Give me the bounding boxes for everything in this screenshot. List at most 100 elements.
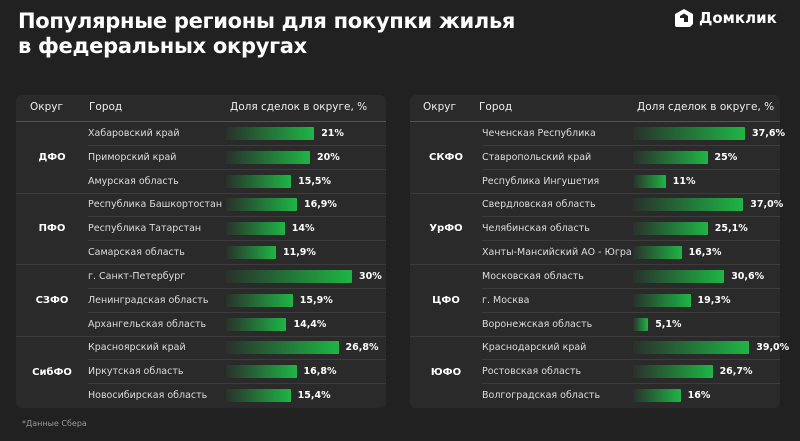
share-bar [633,317,649,331]
table-left: Округ Город Доля сделок в округе, % ДФО Хаба… [16,95,386,408]
share-value: 19,3% [697,294,731,306]
share-value: 14,4% [293,318,327,330]
city-name: г. Санкт-Петербург [88,270,186,282]
table-row: Новосибирская область 15,4% [88,384,386,408]
share-bar [633,341,750,355]
title-line-1: Популярные регионы для покупки жилья [18,9,516,33]
column-header: Доля сделок в округе, % [230,101,368,113]
share-bar [226,341,339,355]
city-name: Ростовская область [482,366,582,378]
table-row: Хабаровский край 21% [88,122,386,146]
column-header: Округ [30,101,64,113]
footnote: *Данные Сбера [22,419,87,428]
share-bar [226,222,285,236]
okrug-label: ПФО [38,223,66,235]
share-value: 11,9% [282,247,316,259]
okrug-label: ЦФО [432,294,460,306]
table-row: Волгоградская область 16% [482,384,780,408]
okrug-label: ДФО [38,151,66,163]
share-value: 30,6% [731,270,765,282]
page-title: Популярные регионы для покупки жилья в ф… [18,9,515,59]
table-row: Свердловская область 37,0% [482,194,783,218]
city-name: Воронежская область [482,318,593,330]
share-bar [633,389,681,403]
city-name: Республика Ингушетия [482,175,600,187]
share-value: 20% [317,151,340,163]
city-name: г. Москва [482,294,530,306]
share-bar [633,222,708,236]
house-logo-icon [675,9,693,27]
okrug-group: СКФО Чеченская Республика 37,6% Ставропольс… [410,122,785,194]
table-row: Иркутская область 16,8% [88,360,386,385]
table-row: Архангельская область 14,4% [88,313,386,337]
share-bar [633,269,725,283]
share-value: 25% [714,151,738,163]
share-bar [226,246,276,260]
title-line-2: в федеральных округах [18,34,307,58]
table-header: Округ Город Доля сделок в округе, % [16,95,386,122]
share-value: 30% [359,270,382,282]
table-row: Московская область 30,6% [482,265,780,289]
share-value: 15,5% [298,175,332,187]
city-name: Московская область [482,270,584,282]
share-value: 11% [672,175,696,187]
okrug-label: СЗФО [35,294,69,306]
share-value: 16,3% [688,247,722,259]
column-header: Доля сделок в округе, % [637,101,775,113]
table-row: Приморский край 20% [88,146,386,170]
share-value: 16% [687,390,711,402]
city-name: Ставропольский край [482,151,592,163]
share-bar [226,317,287,331]
table-row: г. Москва 19,3% [482,289,780,313]
table-header: Округ Город Доля сделок в округе, % [410,95,780,122]
city-name: Ханты-Мансийский АО - Югра [482,247,632,259]
share-bar [226,126,315,140]
okrug-group: ЦФО Московская область 30,6% г. Москва 19,3%… [410,265,780,337]
okrug-label: СКФО [429,151,463,163]
table-row: Республика Ингушетия 11% [482,170,780,194]
city-name: Приморский край [88,151,177,163]
okrug-group: ЮФО Краснодарский край 39,0% Ростовская обл… [410,337,789,409]
table-row: Челябинская область 25,1% [482,217,780,242]
city-name: Челябинская область [482,223,590,235]
share-bar [226,150,310,164]
table-row: Республика Башкортостан 16,9% [88,194,386,218]
table-row: Ханты-Мансийский АО - Югра 16,3% [482,241,780,265]
share-value: 26,7% [719,366,753,378]
city-name: Красноярский край [88,342,186,354]
share-bar [226,389,291,403]
share-value: 16,9% [303,199,337,211]
share-value: 39,0% [756,342,790,354]
table-row: Воронежская область 5,1% [482,313,780,337]
table-row: Ростовская область 26,7% [482,360,780,385]
city-name: Свердловская область [482,199,596,211]
share-bar [633,365,713,379]
city-name: Амурская область [88,175,179,187]
city-name: Самарская область [88,247,185,259]
share-bar [633,126,746,140]
city-name: Республика Татарстан [88,223,202,235]
share-bar [226,174,292,188]
share-bar [226,365,297,379]
share-bar [226,198,297,212]
share-value: 26,8% [345,342,379,354]
okrug-group: ДФО Хабаровский край 21% Приморский край 20%… [16,122,386,194]
city-name: Республика Башкортостан [88,199,223,211]
table-row: Чеченская Республика 37,6% [482,122,785,146]
share-value: 16,8% [303,366,337,378]
okrug-group: СибФО Красноярский край 26,8% Иркутская обл… [16,337,386,409]
okrug-label: УрФО [429,223,463,235]
share-bar [633,198,744,212]
table-right: Округ Город Доля сделок в округе, % СКФО Чеч… [410,95,789,409]
share-value: 21% [321,127,344,139]
city-name: Ленинградская область [88,294,209,306]
table-row: Ставропольский край 25% [482,146,780,170]
okrug-label: ЮФО [430,366,462,378]
okrug-group: УрФО Свердловская область 37,0% Челябинская… [410,194,783,265]
share-value: 15,4% [297,390,331,402]
city-name: Чеченская Республика [482,127,596,139]
city-name: Краснодарский край [482,342,587,354]
share-bar [633,174,666,188]
share-value: 14% [291,223,315,235]
city-name: Волгоградская область [482,390,601,402]
